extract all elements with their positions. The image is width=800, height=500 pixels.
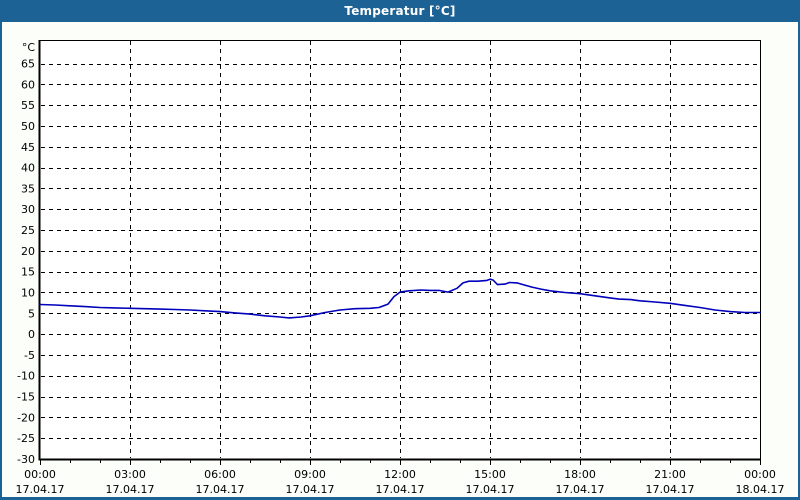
chart-title-bar: Temperatur [°C] bbox=[0, 0, 800, 22]
chart-title: Temperatur [°C] bbox=[344, 4, 456, 18]
chart-area: °C 65 60 55 50 45 40 35 30 25 20 15 10 5 0 -5 -10 -15 -20-… bbox=[2, 22, 798, 497]
y-tick-label: 20 bbox=[21, 245, 35, 258]
x-tick-date-label: 18.04.17 bbox=[736, 483, 785, 496]
temperature-line-chart: °C65605550454035302520151050-5-10-15-20-… bbox=[16, 40, 785, 496]
y-axis-labels: °C65605550454035302520151050-5-10-15-20-… bbox=[17, 41, 35, 466]
y-tick-label: 10 bbox=[21, 286, 35, 299]
y-tick-label: -15 bbox=[17, 391, 35, 404]
x-tick-time-label: 03:00 bbox=[114, 468, 146, 481]
y-axis-unit-label: °C bbox=[22, 41, 36, 54]
x-tick-time-label: 12:00 bbox=[384, 468, 416, 481]
x-tick-date-label: 17.04.17 bbox=[16, 483, 65, 496]
y-tick-label: -30 bbox=[17, 453, 35, 466]
x-axis-labels: 00:00 17.04.17 03:00 17.04.17 06:00 17.04.17 0… bbox=[16, 468, 785, 496]
x-tick-date-label: 17.04.17 bbox=[376, 483, 425, 496]
x-tick-time-label: 21:00 bbox=[654, 468, 686, 481]
y-tick-label: 60 bbox=[21, 78, 35, 91]
y-tick-label: -25 bbox=[17, 432, 35, 445]
y-tick-label: 25 bbox=[21, 224, 35, 237]
y-tick-label: 50 bbox=[21, 120, 35, 133]
x-tick-time-label: 00:00 bbox=[744, 468, 776, 481]
y-tick-label: 5 bbox=[28, 307, 35, 320]
y-tick-label: -20 bbox=[17, 411, 35, 424]
x-tick-time-label: 18:00 bbox=[564, 468, 596, 481]
x-tick-time-label: 06:00 bbox=[204, 468, 236, 481]
y-tick-label: 45 bbox=[21, 141, 35, 154]
y-tick-label: 40 bbox=[21, 162, 35, 175]
x-tick-time-label: 00:00 bbox=[24, 468, 56, 481]
x-tick-date-label: 17.04.17 bbox=[646, 483, 695, 496]
y-tick-label: 30 bbox=[21, 203, 35, 216]
x-tick-date-label: 17.04.17 bbox=[556, 483, 605, 496]
temperature-series-line bbox=[39, 278, 761, 319]
x-tick-date-label: 17.04.17 bbox=[286, 483, 335, 496]
y-tick-label: 65 bbox=[21, 58, 35, 71]
y-tick-label: -10 bbox=[17, 370, 35, 383]
x-tick-date-label: 17.04.17 bbox=[106, 483, 155, 496]
x-tick-time-label: 09:00 bbox=[294, 468, 326, 481]
x-tick-time-label: 15:00 bbox=[474, 468, 506, 481]
x-axis-ticks bbox=[40, 460, 761, 465]
x-tick-date-label: 17.04.17 bbox=[466, 483, 515, 496]
plot-frame bbox=[38, 40, 761, 461]
y-tick-label: 15 bbox=[21, 266, 35, 279]
y-tick-label: 35 bbox=[21, 182, 35, 195]
gridlines bbox=[41, 41, 759, 458]
y-tick-label: 55 bbox=[21, 99, 35, 112]
y-tick-label: 0 bbox=[28, 328, 35, 341]
y-tick-label: -5 bbox=[24, 349, 35, 362]
x-tick-date-label: 17.04.17 bbox=[196, 483, 245, 496]
